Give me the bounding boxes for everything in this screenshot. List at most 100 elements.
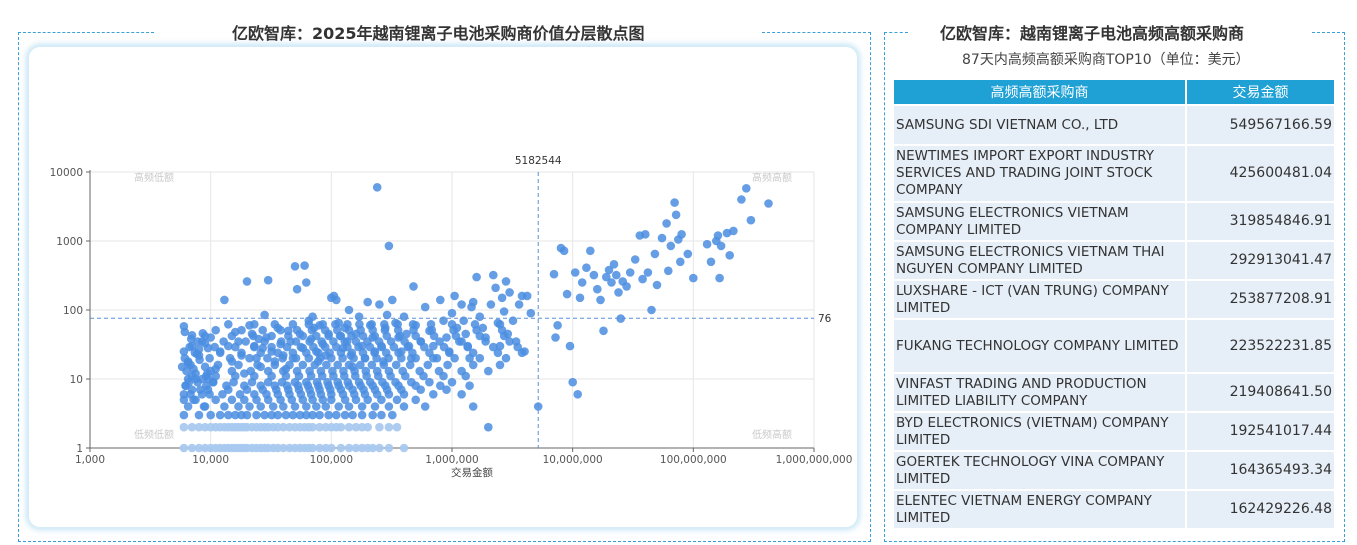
scatter-point <box>245 402 254 411</box>
scatter-point <box>192 349 202 359</box>
scatter-point <box>505 288 514 297</box>
scatter-point <box>425 377 434 387</box>
scatter-point <box>622 282 631 291</box>
scatter-point <box>429 341 438 351</box>
buyer-amount: 223522231.85 <box>1187 320 1334 372</box>
scatter-point <box>222 381 231 391</box>
scatter-point <box>457 366 466 376</box>
scatter-point <box>461 329 471 339</box>
scatter-point <box>408 320 418 329</box>
scatter-point <box>662 219 671 228</box>
scatter-point <box>481 337 490 346</box>
buyer-amount: 253877208.91 <box>1187 281 1334 318</box>
scatter-point <box>344 422 354 432</box>
scatter-point <box>246 366 256 376</box>
scatter-point <box>288 320 298 329</box>
scatter-point <box>321 402 331 411</box>
scatter-point <box>377 410 386 420</box>
scatter-point <box>304 320 314 329</box>
scatter-point <box>336 443 346 453</box>
scatter-point <box>367 360 377 370</box>
scatter-point <box>268 402 278 411</box>
scatter-point <box>676 257 685 267</box>
buyer-amount: 164365493.34 <box>1187 452 1334 489</box>
scatter-chart: 1,000 10,000 100,000 1,000,000 10,000,000 100… <box>50 155 853 479</box>
scatter-point <box>185 342 194 352</box>
scatter-point <box>206 410 215 420</box>
scatter-point <box>729 226 738 236</box>
scatter-point <box>316 366 326 376</box>
scatter-point <box>384 443 394 453</box>
scatter-point <box>384 422 394 432</box>
scatter-point <box>211 395 220 405</box>
scatter-point <box>559 246 569 256</box>
top10-buyers-table: 高频高额采购商 交易金额 SAMSUNG SDI VIETNAM CO., LT… <box>894 78 1334 530</box>
buyer-name: ELENTEC VIETNAM ENERGY COMPANY LIMITED <box>894 491 1187 528</box>
scatter-point <box>332 410 341 420</box>
buyer-name: LUXSHARE - ICT (VAN TRUNG) COMPANY LIMIT… <box>894 281 1187 318</box>
scatter-point <box>435 337 444 346</box>
scatter-point <box>457 337 466 346</box>
scatter-point <box>290 377 300 387</box>
scatter-point <box>689 273 698 283</box>
scatter-point <box>302 278 311 287</box>
scatter-point <box>355 320 364 329</box>
scatter-point <box>434 366 444 376</box>
buyer-amount: 292913041.47 <box>1187 242 1334 279</box>
scatter-point <box>746 215 756 225</box>
scatter-point <box>202 381 211 391</box>
scatter-point <box>513 342 522 352</box>
scatter-point <box>522 291 532 301</box>
scatter-point <box>405 360 415 370</box>
scatter-point <box>318 320 328 329</box>
buyer-name: NEWTIMES IMPORT EXPORT INDUSTRY SERVICES… <box>894 146 1187 201</box>
left-title: 亿欧智库：2025年越南锂离子电池采购商价值分层散点图 <box>232 20 645 44</box>
right-title: 亿欧智库：越南锂离子电池高频高额采购商 <box>940 20 1245 44</box>
scatter-point <box>677 230 686 239</box>
scatter-point <box>231 342 240 352</box>
scatter-point <box>242 277 252 286</box>
scatter-point <box>183 402 193 411</box>
scatter-point <box>630 255 640 264</box>
scatter-point <box>666 241 676 251</box>
scatter-point <box>298 360 308 370</box>
scatter-point <box>323 377 332 387</box>
scatter-point <box>491 283 500 293</box>
scatter-point <box>210 342 219 352</box>
scatter-point <box>625 268 635 277</box>
scatter-point <box>200 338 210 348</box>
scatter-point <box>549 269 559 279</box>
scatter-point <box>225 353 235 363</box>
scatter-point <box>450 291 459 301</box>
buyer-amount: 192541017.44 <box>1187 413 1334 450</box>
scatter-point <box>716 241 726 251</box>
scatter-point <box>302 402 311 411</box>
scatter-point <box>650 249 660 259</box>
x-tick-label: 1,000,000 <box>425 454 478 466</box>
scatter-point <box>484 422 493 432</box>
scatter-point <box>300 261 309 270</box>
scatter-point <box>187 443 197 453</box>
scatter-point <box>570 268 580 277</box>
scatter-point <box>308 443 317 453</box>
scatter-point <box>457 300 466 309</box>
table-row: ELENTEC VIETNAM ENERGY COMPANY LIMITED 1… <box>894 491 1334 528</box>
left-panel-frame <box>18 32 871 542</box>
scatter-point <box>420 402 430 411</box>
scatter-point <box>495 360 505 370</box>
scatter-point <box>270 360 280 370</box>
scatter-point <box>423 360 433 370</box>
scatter-point <box>368 443 378 453</box>
buyer-name: SAMSUNG ELECTRONICS VIETNAM THAI NGUYEN … <box>894 242 1187 279</box>
scatter-point <box>191 374 200 384</box>
scatter-point <box>411 395 421 405</box>
scatter-point <box>489 342 498 352</box>
quadrant-label-top-right: 高频高额 <box>752 171 792 184</box>
scatter-point <box>191 395 200 405</box>
scatter-point <box>276 325 285 335</box>
scatter-point <box>459 316 469 326</box>
scatter-point <box>671 210 681 220</box>
x-tick-label: 100,000 <box>310 454 353 466</box>
scatter-point <box>641 230 650 239</box>
scatter-point <box>220 295 229 305</box>
